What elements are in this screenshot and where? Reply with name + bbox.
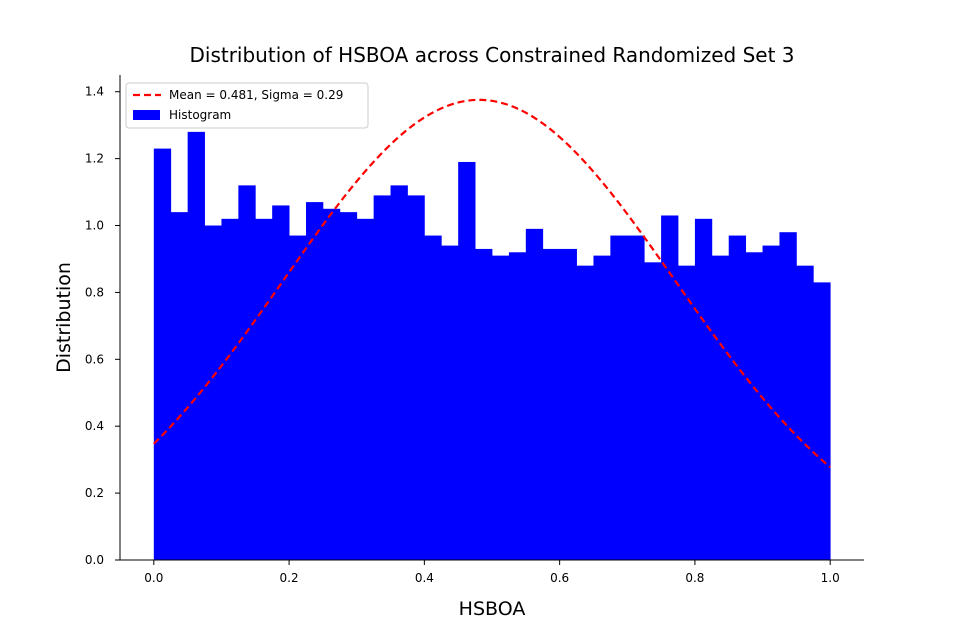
x-axis-label: HSBOA <box>459 598 526 620</box>
histogram-bar <box>153 148 172 560</box>
histogram-bar <box>458 161 476 560</box>
histogram-bar <box>813 282 831 560</box>
y-tick-label: 0.4 <box>85 419 104 433</box>
histogram-bar <box>593 255 611 560</box>
histogram-bar <box>221 218 239 561</box>
chart-title: Distribution of HSBOA across Constrained… <box>189 43 794 67</box>
histogram-bar <box>407 195 425 560</box>
x-tick-label: 0.2 <box>280 571 299 585</box>
histogram-bar <box>576 265 594 560</box>
histogram-bar <box>306 202 324 560</box>
histogram-bar <box>559 248 577 560</box>
histogram-bar <box>661 215 679 560</box>
histogram-bar <box>204 225 222 560</box>
histogram-bar <box>356 218 375 561</box>
y-tick-label: 1.2 <box>85 152 104 166</box>
histogram-bar <box>694 218 713 561</box>
legend-histogram-label: Histogram <box>169 108 231 122</box>
histogram-bar <box>492 255 510 560</box>
histogram-bar <box>762 245 780 560</box>
x-tick-label: 1.0 <box>821 571 840 585</box>
y-tick-label: 0.8 <box>85 285 104 299</box>
histogram-bar <box>187 131 205 561</box>
legend-histogram-swatch <box>133 110 160 120</box>
histogram-bar <box>272 205 290 560</box>
histogram-bar <box>745 252 763 560</box>
y-axis-label: Distribution <box>53 262 75 373</box>
y-tick-label: 1.4 <box>85 85 104 99</box>
legend: Mean = 0.481, Sigma = 0.29 Histogram <box>125 82 369 129</box>
x-tick-label: 0.0 <box>144 571 163 585</box>
normal-fit-curve <box>153 98 831 469</box>
y-tick-label: 0.2 <box>85 486 104 500</box>
histogram-bar <box>644 262 662 560</box>
histogram-bar <box>627 235 645 560</box>
legend-box <box>125 82 369 129</box>
histogram-bar <box>289 235 307 560</box>
histogram-bar <box>170 212 189 560</box>
histogram-bar <box>728 235 747 560</box>
histogram-bar <box>542 248 561 560</box>
y-tick-label: 0.6 <box>85 352 104 366</box>
x-tick-label: 0.4 <box>415 571 434 585</box>
histogram-bar <box>238 185 256 560</box>
x-tick-label: 0.8 <box>685 571 704 585</box>
y-tick-label: 0.0 <box>85 553 104 567</box>
histogram-bar <box>610 235 628 560</box>
histogram-bar <box>424 235 442 560</box>
histogram-bar <box>711 255 730 560</box>
histogram-bar <box>322 208 341 561</box>
histogram-bar <box>779 232 797 560</box>
histogram-bar <box>339 212 358 560</box>
histogram-bar <box>390 185 408 560</box>
histogram-bar <box>475 248 493 560</box>
x-axis-ticks: 0.0 0.2 0.4 0.6 0.8 1.0 <box>144 560 840 585</box>
y-axis-ticks: 0.0 0.2 0.4 0.6 0.8 1.0 1.2 1.4 <box>85 85 120 567</box>
histogram-bar <box>525 228 544 561</box>
histogram-bar <box>255 218 273 561</box>
legend-curve-label: Mean = 0.481, Sigma = 0.29 <box>169 88 343 102</box>
histogram-bar <box>796 265 814 560</box>
y-tick-label: 1.0 <box>85 219 104 233</box>
x-tick-label: 0.6 <box>550 571 569 585</box>
histogram-bar <box>678 265 696 560</box>
histogram-bars <box>153 131 831 561</box>
histogram-bar <box>441 245 459 560</box>
histogram-bar <box>373 195 391 560</box>
histogram-bar <box>508 252 527 560</box>
